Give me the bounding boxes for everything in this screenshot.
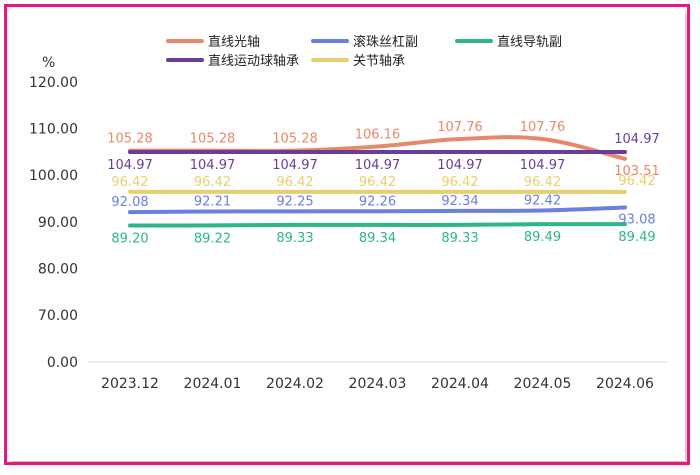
data-label: 96.42 [524, 175, 561, 190]
legend-item: 直线运动球轴承 [166, 54, 299, 69]
y-tick-label: 100.00 [29, 168, 78, 184]
data-label: 104.97 [520, 158, 566, 173]
chart-border [4, 4, 690, 465]
chart-card [9, 9, 685, 461]
data-label: 92.34 [441, 194, 478, 209]
data-label: 104.97 [355, 158, 401, 173]
x-tick-label: 2024.04 [431, 376, 489, 392]
data-label: 105.28 [190, 132, 236, 147]
data-label: 105.28 [272, 132, 318, 147]
data-label: 92.26 [359, 194, 396, 209]
y-axis-unit-label: % [42, 55, 55, 71]
legend-label: 滚珠丝杠副 [353, 34, 418, 50]
x-tick-label: 2024.01 [184, 376, 242, 392]
data-label: 96.42 [111, 175, 148, 190]
x-tick-label: 2024.05 [514, 376, 572, 392]
data-label: 104.97 [107, 158, 153, 173]
data-label: 103.51 [614, 164, 660, 179]
data-label: 89.22 [194, 231, 231, 246]
legend-item: 关节轴承 [311, 54, 405, 69]
data-label: 89.33 [441, 231, 478, 246]
data-label: 104.97 [614, 132, 660, 147]
data-label: 96.42 [359, 175, 396, 190]
y-tick-label: 110.00 [29, 122, 78, 138]
y-tick-label: 90.00 [38, 215, 78, 231]
x-axis: 2023.12 2024.01 2024.02 2024.03 2024.04 2024.… [88, 361, 668, 392]
data-label: 106.16 [355, 127, 401, 142]
series-line [128, 222, 627, 228]
x-tick-label: 2023.12 [101, 376, 159, 392]
data-label: 89.49 [524, 230, 561, 245]
data-label: 89.20 [111, 232, 148, 247]
data-labels: 105.28 105.28 105.28 106.16 107.76 107.76 103.… [107, 120, 660, 246]
data-label: 92.21 [194, 195, 231, 210]
data-label: 104.97 [190, 158, 236, 173]
x-tick-label: 2024.03 [349, 376, 407, 392]
data-label: 107.76 [437, 120, 483, 135]
data-label: 104.97 [437, 158, 483, 173]
y-tick-label: 120.00 [29, 75, 78, 91]
y-tick-label: 70.00 [38, 308, 78, 324]
data-label: 92.08 [111, 195, 148, 210]
data-label: 89.33 [276, 231, 313, 246]
data-label: 89.49 [618, 230, 655, 245]
y-tick-label: 80.00 [38, 261, 78, 277]
x-tick-label: 2024.06 [596, 376, 654, 392]
y-tick-label: 0.00 [47, 355, 78, 371]
data-label: 96.42 [276, 175, 313, 190]
series-line [128, 205, 627, 215]
data-label: 96.42 [618, 174, 655, 189]
data-label: 96.42 [194, 175, 231, 190]
data-label: 89.34 [359, 231, 396, 246]
y-axis: % 120.00 110.00 100.00 90.00 80.00 70.00 0.00 [29, 55, 78, 371]
data-label: 92.42 [524, 194, 561, 209]
legend-label: 关节轴承 [353, 54, 405, 69]
legend-label: 直线运动球轴承 [208, 54, 299, 69]
data-label: 92.25 [276, 194, 313, 209]
legend-label: 直线光轴 [208, 35, 260, 50]
data-label: 93.08 [618, 212, 655, 227]
data-label: 107.76 [520, 120, 566, 135]
series-lines [128, 135, 627, 228]
legend-item: 直线光轴 [166, 35, 260, 50]
x-tick-label: 2024.02 [266, 376, 324, 392]
legend-label: 直线导轨副 [497, 35, 562, 50]
legend-item: 滚珠丝杠副 [311, 34, 418, 50]
data-label: 96.42 [441, 175, 478, 190]
legend-item: 直线导轨副 [455, 35, 562, 50]
data-label: 104.97 [272, 158, 318, 173]
data-label: 105.28 [107, 132, 153, 147]
